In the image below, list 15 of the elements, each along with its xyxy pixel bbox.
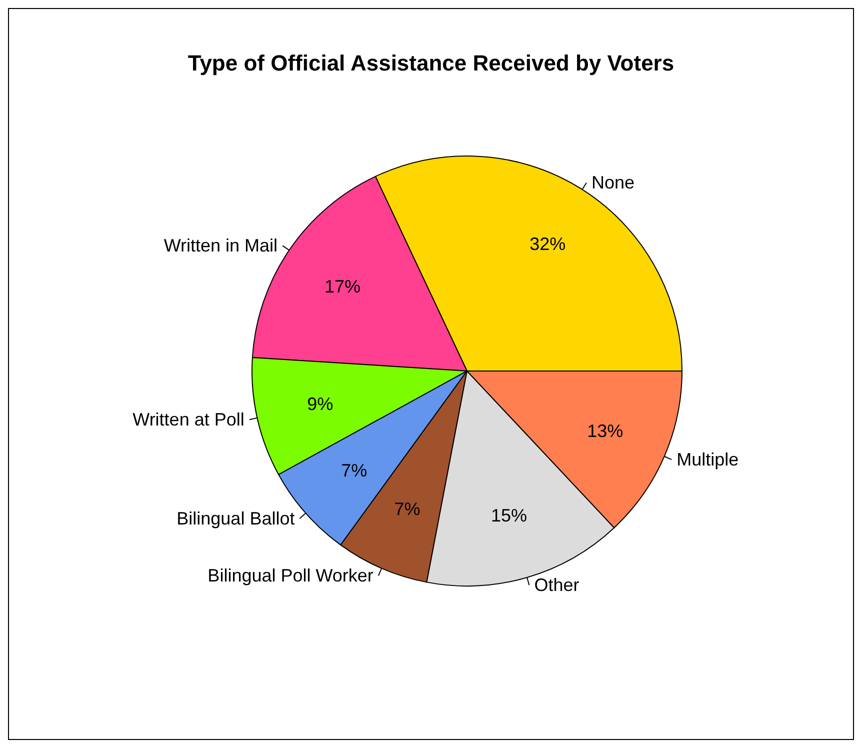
data-label: 32%	[530, 234, 566, 254]
data-label: 17%	[324, 276, 361, 296]
data-label: 9%	[307, 394, 334, 414]
data-label: 7%	[341, 460, 368, 481]
slice-label: Bilingual Ballot	[176, 508, 295, 528]
data-label: 13%	[587, 420, 624, 441]
slice-label: Written in Mail	[164, 236, 278, 256]
slice-label: Bilingual Poll Worker	[208, 566, 374, 586]
slice-label: Written at Poll	[132, 410, 244, 430]
slice-label: Multiple	[676, 450, 739, 470]
chart-title: Type of Official Assistance Received by Voters	[188, 50, 674, 76]
slice-label: None	[591, 172, 635, 193]
data-label: 15%	[490, 506, 528, 526]
slice-label: Other	[534, 575, 580, 596]
data-label: 7%	[394, 499, 420, 520]
